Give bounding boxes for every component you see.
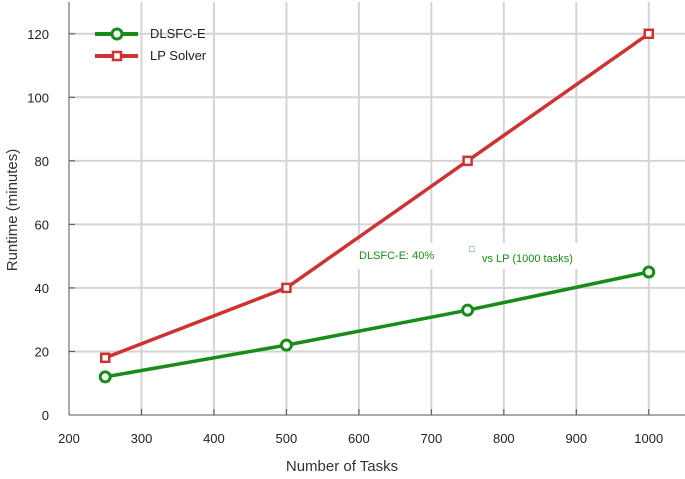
data-point-lp-solver-1000 — [643, 28, 655, 40]
x-tick-labels: 200 300 400 500 600 700 800 900 1000 — [58, 409, 663, 446]
grid-lines — [69, 2, 685, 415]
x-tick-label-300: 300 — [131, 431, 153, 446]
legend: DLSFC-E LP Solver — [95, 26, 207, 63]
data-point-dlsfc-e-250 — [98, 370, 112, 384]
x-tick-label-500: 500 — [276, 431, 298, 446]
y-tick-label-120: 120 — [27, 27, 49, 42]
x-tick-label-700: 700 — [421, 431, 443, 446]
legend-marker-square-icon — [111, 50, 123, 62]
series-line-lp-solver — [104, 32, 650, 360]
x-tick-label-1000: 1000 — [634, 431, 663, 446]
annotation-missing-glyph-icon: □ — [469, 244, 475, 254]
annotation-background — [353, 243, 588, 269]
annotation-text-part1: DLSFC-E: 40% — [359, 250, 434, 262]
x-tick-label-800: 800 — [493, 431, 515, 446]
data-point-dlsfc-e-500 — [279, 338, 293, 352]
y-tick-label-80: 80 — [35, 154, 49, 169]
series-lines — [98, 28, 656, 384]
data-point-dlsfc-e-750 — [461, 303, 475, 317]
legend-label-dlsfc-e: DLSFC-E — [150, 26, 206, 41]
y-tick-labels: 0 20 40 60 80 100 120 — [27, 27, 75, 423]
x-tick-label-600: 600 — [348, 431, 370, 446]
series-line-dlsfc-e — [104, 270, 650, 379]
y-tick-label-100: 100 — [27, 90, 49, 105]
data-point-dlsfc-e-1000 — [642, 265, 656, 279]
x-tick-label-900: 900 — [565, 431, 587, 446]
data-point-lp-solver-250 — [99, 352, 111, 364]
y-tick-label-40: 40 — [35, 281, 49, 296]
legend-marker-circle-icon — [110, 27, 124, 41]
axes — [68, 2, 685, 416]
annotation-text-part2: vs LP (1000 tasks) — [482, 253, 573, 265]
x-tick-label-400: 400 — [203, 431, 225, 446]
x-axis-title: Number of Tasks — [286, 458, 398, 474]
x-tick-label-200: 200 — [58, 431, 80, 446]
data-point-lp-solver-750 — [462, 155, 473, 167]
data-point-lp-solver-500 — [281, 282, 292, 294]
y-tick-label-0: 0 — [42, 408, 49, 423]
legend-label-lp-solver: LP Solver — [150, 48, 207, 63]
y-axis-title: Runtime (minutes) — [4, 149, 21, 272]
y-tick-label-60: 60 — [35, 217, 49, 232]
y-tick-label-20: 20 — [35, 344, 49, 359]
